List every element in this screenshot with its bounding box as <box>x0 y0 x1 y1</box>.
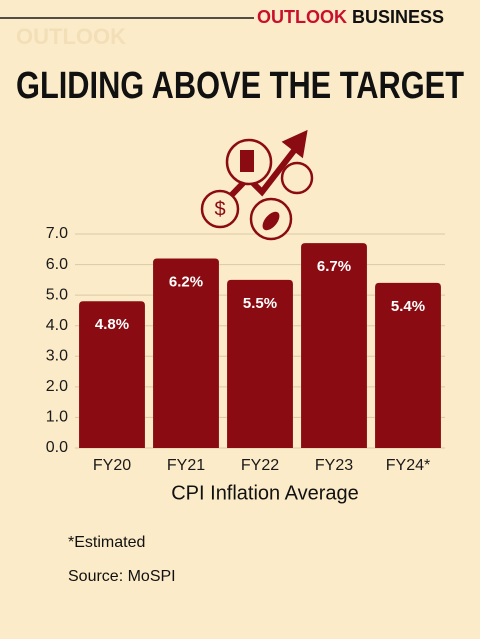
y-tick-label: 3.0 <box>46 348 68 365</box>
icon-veg-carrot <box>262 211 280 231</box>
icon-can <box>280 161 314 195</box>
arrow-line <box>219 146 299 208</box>
x-tick-label: FY21 <box>167 457 205 474</box>
bar <box>227 279 293 448</box>
y-tick-label: 0.0 <box>46 439 68 456</box>
note: *Estimated <box>68 534 145 551</box>
value-label: 5.5% <box>243 295 277 312</box>
value-label: 6.7% <box>317 258 351 275</box>
x-tick-label: FY23 <box>315 457 353 474</box>
bar <box>79 301 145 448</box>
value-label: 5.4% <box>391 298 425 315</box>
brand-outlook: OUTLOOK <box>257 7 347 27</box>
value-label: 4.8% <box>95 316 129 333</box>
y-tick-label: 4.0 <box>46 317 68 334</box>
bar <box>301 243 367 448</box>
y-tick-label: 6.0 <box>46 256 68 273</box>
brand-business: BUSINESS <box>352 7 444 27</box>
chart-title: GLIDING ABOVE THE TARGET <box>16 65 464 107</box>
watermark: OUTLOOK <box>16 24 126 49</box>
icon-group: $ <box>200 129 314 241</box>
y-tick-label: 7.0 <box>46 225 68 242</box>
icon-fuel-pump <box>240 150 254 172</box>
arrow-head <box>281 129 308 159</box>
y-tick-label: 2.0 <box>46 378 68 395</box>
icon-dollar-sign: $ <box>214 198 225 220</box>
icon-dollar <box>200 189 240 229</box>
x-tick-label: FY22 <box>241 457 279 474</box>
x-tick-label: FY20 <box>93 457 131 474</box>
bar <box>375 282 441 448</box>
brand: OUTLOOK BUSINESS <box>257 7 444 27</box>
x-axis-label: CPI Inflation Average <box>171 482 359 504</box>
y-tick-label: 1.0 <box>46 409 68 426</box>
source: Source: MoSPI <box>68 568 176 585</box>
y-tick-label: 5.0 <box>46 286 68 303</box>
value-label: 6.2% <box>169 273 203 290</box>
x-tick-label: FY24* <box>386 457 430 474</box>
bar <box>153 258 219 448</box>
